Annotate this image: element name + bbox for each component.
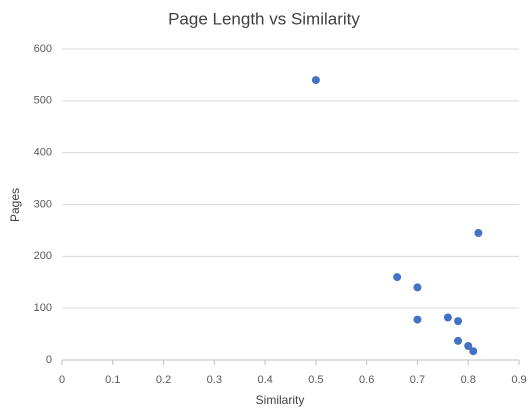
y-tick-label: 400 — [34, 147, 52, 159]
x-tick-label: 0.6 — [359, 374, 374, 386]
point — [393, 273, 402, 282]
y-axis-label: Pages — [8, 188, 22, 222]
point — [413, 315, 422, 324]
x-tick-label: 0.5 — [308, 374, 323, 386]
point — [464, 342, 473, 351]
point — [469, 347, 478, 356]
point — [454, 317, 463, 326]
x-axis-label: Similarity — [256, 393, 305, 407]
x-tick-label: 0.9 — [511, 374, 526, 386]
point — [443, 313, 452, 322]
x-tick-label: 0.3 — [207, 374, 222, 386]
y-tick-label: 600 — [34, 43, 52, 55]
x-tick-label: 0.1 — [105, 374, 120, 386]
x-tick-label: 0 — [59, 374, 65, 386]
x-tick-label: 0.7 — [410, 374, 425, 386]
y-tick-label: 100 — [34, 302, 52, 314]
point — [454, 336, 463, 345]
x-tick-label: 0.2 — [156, 374, 171, 386]
y-tick-label: 300 — [34, 198, 52, 210]
y-tick-label: 0 — [46, 354, 52, 366]
y-tick-label: 500 — [34, 95, 52, 107]
point — [474, 229, 483, 238]
y-tick-label: 200 — [34, 250, 52, 262]
point — [413, 283, 422, 292]
chart-title: Page Length vs Similarity — [168, 9, 360, 28]
x-tick-label: 0.4 — [257, 374, 272, 386]
x-tick-label: 0.8 — [461, 374, 476, 386]
point — [311, 76, 320, 85]
